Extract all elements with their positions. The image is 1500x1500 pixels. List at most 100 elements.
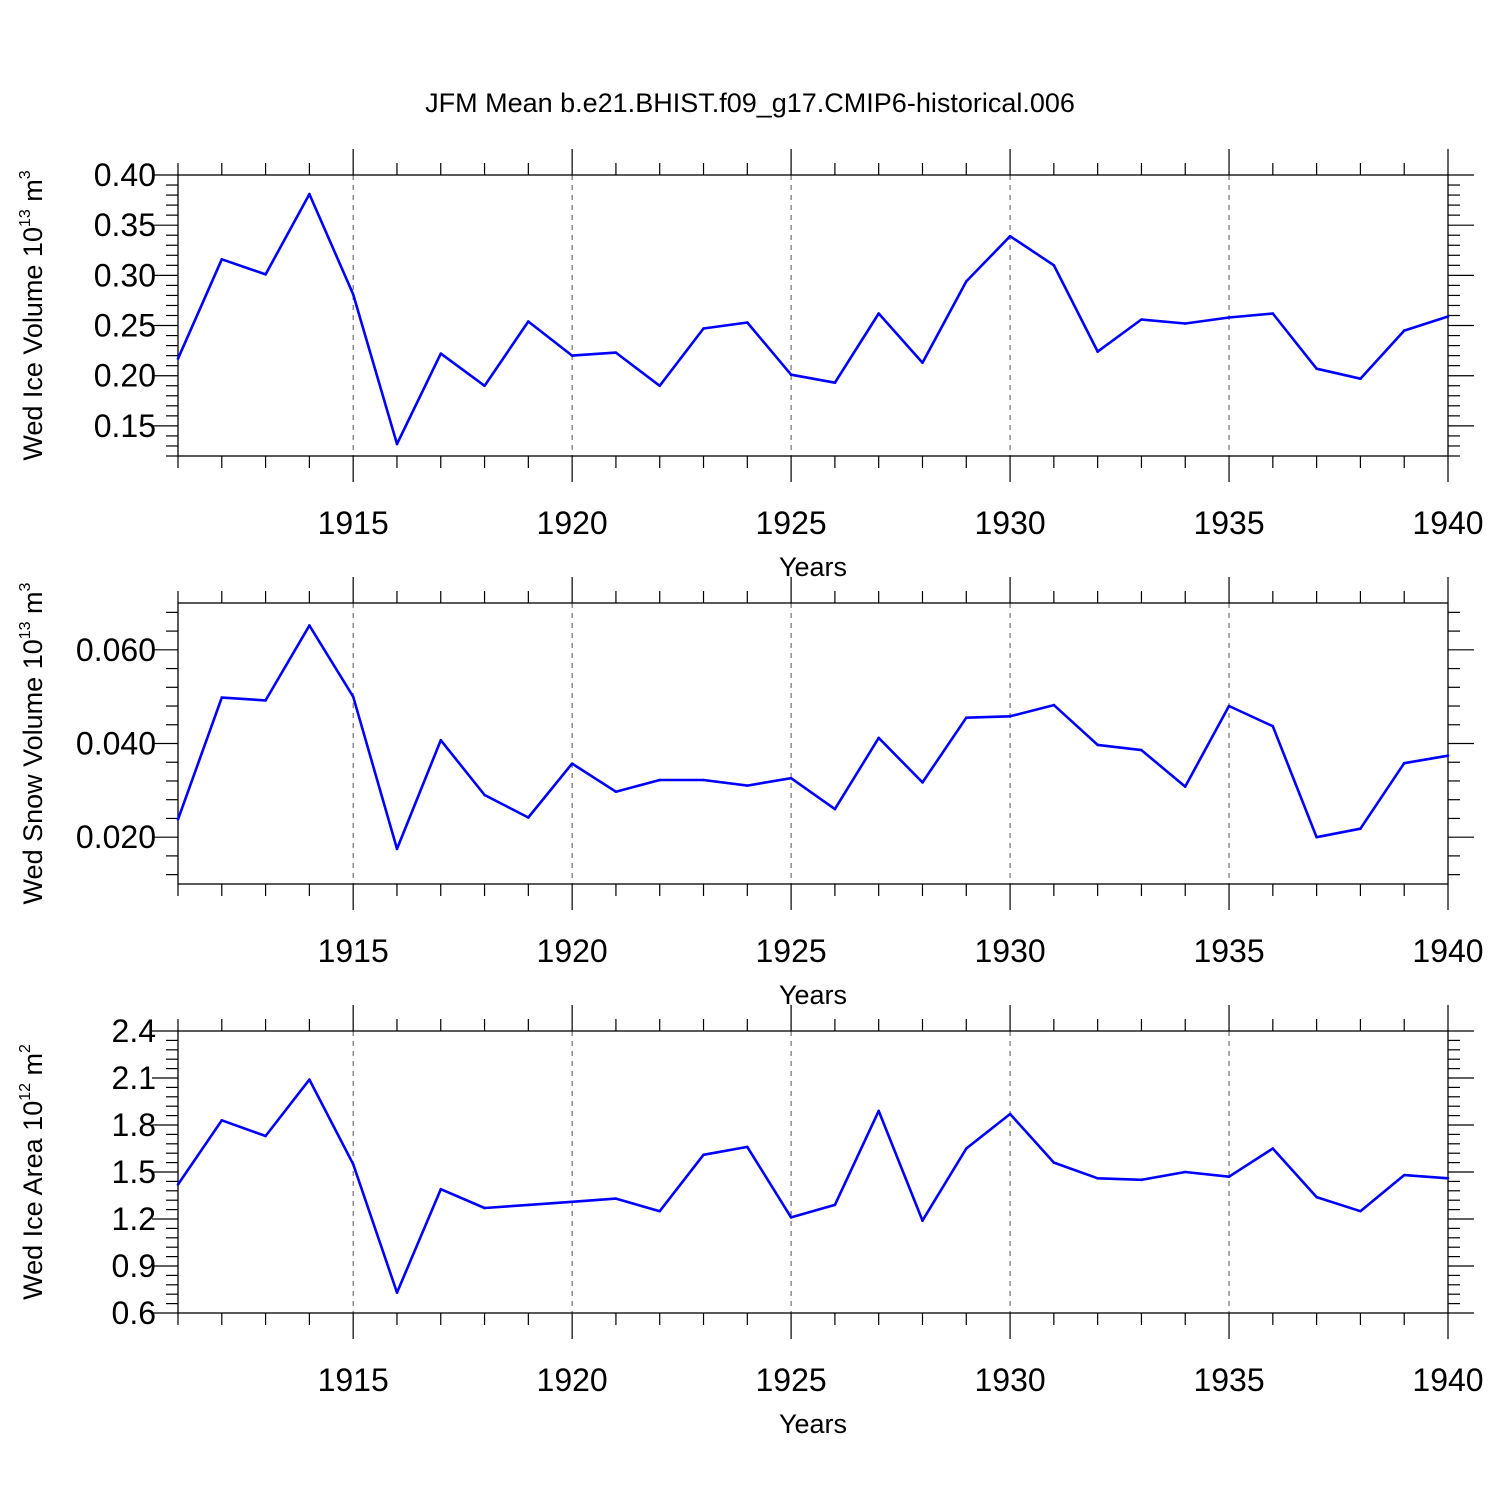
data-point	[702, 1153, 705, 1157]
series-line	[176, 1078, 1449, 1294]
data-point	[1359, 377, 1362, 381]
data-point	[395, 1291, 399, 1294]
y-tick-label: 1.2	[112, 1201, 156, 1237]
data-point	[1096, 743, 1099, 747]
data-point	[1359, 1209, 1362, 1213]
y-tick-label: 0.35	[94, 207, 156, 243]
x-tick-label: 1935	[1193, 933, 1264, 969]
data-point	[1227, 1175, 1231, 1178]
data-point	[614, 351, 618, 354]
data-point	[1052, 1161, 1056, 1164]
data-point	[746, 784, 749, 787]
data-point	[658, 384, 662, 388]
chart-title: JFM Mean b.e21.BHIST.f09_g17.CMIP6-histo…	[425, 88, 1075, 118]
x-tick-label: 1920	[537, 933, 608, 969]
x-axis-label: Years	[779, 980, 847, 1010]
data-point	[833, 807, 837, 811]
y-tick-label: 2.4	[112, 1013, 156, 1049]
x-tick-label: 1930	[974, 933, 1045, 969]
data-point	[1271, 1147, 1275, 1150]
x-tick-label: 1930	[974, 1362, 1045, 1398]
y-axis-label: Wed Ice Volume 1013 m3	[17, 170, 48, 460]
x-tick-label: 1925	[756, 1362, 827, 1398]
data-point	[789, 776, 793, 780]
data-point	[395, 847, 399, 851]
data-point	[877, 736, 880, 740]
data-point	[1402, 329, 1406, 332]
y-axis-label: Wed Snow Volume 1013 m3	[17, 582, 48, 904]
panel-2: 0.020 0.040 0.060 1915 1920 1925 1930 1935 1940 Y…	[17, 577, 1484, 1010]
x-tick-label: 1935	[1193, 505, 1264, 541]
panel-1: 0.15 0.20 0.25 0.30 0.35 0.40 1915 1920 1925 1930…	[17, 149, 1484, 582]
data-point	[308, 1078, 311, 1081]
x-tick-label: 1920	[537, 1362, 608, 1398]
data-point	[1315, 835, 1318, 839]
data-point	[1140, 748, 1143, 752]
data-point	[1096, 1176, 1099, 1180]
data-point	[1052, 264, 1056, 267]
data-point	[1008, 715, 1012, 718]
data-point	[921, 781, 924, 784]
data-point	[746, 1145, 749, 1149]
data-point	[220, 696, 224, 699]
data-point	[439, 738, 443, 742]
x-tick-label: 1915	[318, 933, 389, 969]
x-tick-label: 1935	[1193, 1362, 1264, 1398]
series-line	[176, 624, 1449, 851]
y-tick-label: 0.40	[94, 157, 156, 193]
x-tick-label: 1940	[1412, 933, 1483, 969]
data-point	[570, 762, 574, 765]
data-point	[1446, 1176, 1450, 1180]
data-point	[395, 442, 399, 446]
data-point	[220, 1119, 224, 1122]
data-point	[351, 293, 355, 296]
data-point	[1183, 1170, 1187, 1174]
y-tick-label: 1.8	[112, 1107, 156, 1143]
data-point	[1402, 761, 1406, 765]
data-point	[176, 818, 180, 821]
y-axis-label: Wed Ice Area 1012 m2	[17, 1044, 48, 1300]
data-point	[1140, 318, 1143, 321]
y-tick-label: 0.060	[76, 632, 156, 668]
data-point	[1271, 724, 1275, 728]
data-point	[1315, 1195, 1318, 1199]
data-point	[1096, 350, 1099, 353]
data-point	[877, 1109, 880, 1113]
data-point	[570, 354, 574, 357]
data-point	[1227, 704, 1231, 708]
y-tick-label: 0.9	[112, 1248, 156, 1284]
data-point	[264, 1134, 267, 1138]
data-point	[439, 352, 443, 355]
data-point	[527, 816, 530, 819]
data-point	[1446, 315, 1450, 318]
data-point	[964, 280, 968, 283]
data-point	[964, 1147, 968, 1150]
data-point	[351, 1162, 355, 1166]
x-tick-label: 1940	[1412, 505, 1483, 541]
y-tick-label: 2.1	[112, 1060, 156, 1096]
x-tick-label: 1930	[974, 505, 1045, 541]
data-point	[483, 793, 486, 797]
data-point	[877, 312, 880, 315]
data-point	[833, 1203, 837, 1207]
data-point	[264, 699, 267, 702]
data-point	[527, 320, 530, 323]
data-point	[176, 357, 180, 360]
data-point	[1140, 1178, 1143, 1182]
data-point	[921, 1219, 924, 1222]
data-point	[176, 1183, 180, 1186]
y-tick-label: 0.30	[94, 257, 156, 293]
data-point	[614, 1197, 618, 1200]
x-tick-label: 1915	[318, 505, 389, 541]
x-tick-label: 1915	[318, 1362, 389, 1398]
data-point	[439, 1187, 443, 1191]
data-point	[1183, 785, 1187, 788]
data-point	[1271, 312, 1275, 315]
data-point	[833, 381, 837, 385]
series-line	[176, 192, 1449, 446]
data-point	[614, 790, 618, 794]
y-tick-label: 0.25	[94, 308, 156, 344]
data-point	[220, 258, 224, 261]
panel-3: 0.6 0.9 1.2 1.5 1.8 2.1 2.4 1915 1920 1925 1930 193…	[17, 1005, 1484, 1439]
data-point	[1446, 754, 1450, 757]
